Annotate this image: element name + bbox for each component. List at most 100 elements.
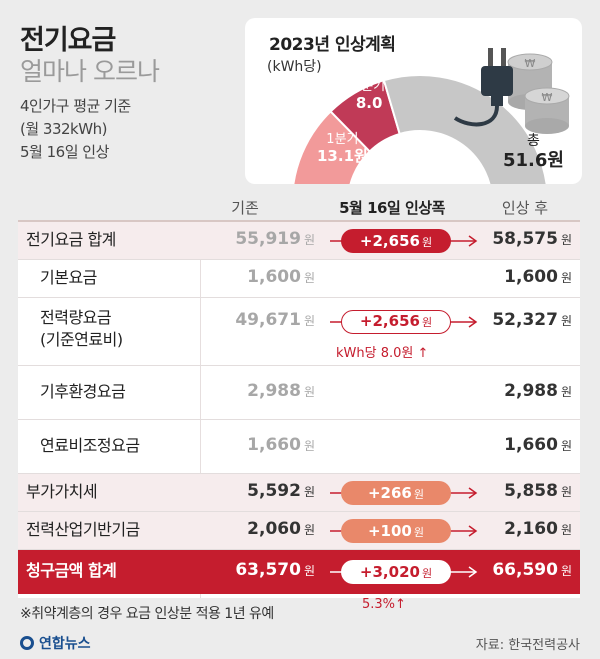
unit-label: 원 — [421, 567, 433, 580]
unit-label: 원 — [421, 236, 433, 249]
after-amount-value: 5,858 — [504, 481, 558, 501]
plan-title: 2023년 인상계획 — [269, 35, 396, 55]
q2-label: 2분기 — [353, 79, 386, 94]
total-value: 51.6원 — [503, 149, 564, 171]
unit-label: 원 — [303, 271, 315, 285]
yonhap-logo: 연합뉴스 — [20, 633, 91, 653]
unit-label: 원 — [303, 233, 315, 247]
increase-value: +100 — [367, 522, 412, 540]
base-amount: 2,988 원 — [247, 381, 315, 401]
row-label: 기본요금 — [40, 268, 97, 287]
total-increase-percent: 5.3%↑ — [362, 597, 406, 612]
unit-label: 원 — [560, 439, 572, 453]
column-header-after: 인상 후 — [501, 199, 549, 217]
column-header-increase: 5월 16일 인상폭 — [339, 199, 445, 217]
increase-pill: +2,656 원 — [341, 310, 451, 334]
after-amount-value: 1,600 — [504, 267, 558, 287]
unit-label: 원 — [413, 488, 424, 501]
base-amount: 1,660 원 — [247, 435, 315, 455]
after-amount-value: 58,575 — [492, 229, 558, 249]
unit-label: 원 — [421, 316, 433, 329]
unit-label: 원 — [560, 385, 572, 399]
increase-value: +2,656 — [359, 232, 420, 250]
logo-mark-icon — [20, 636, 34, 650]
q1-value: 13.1원 — [317, 146, 368, 165]
increase-pill: +3,020 원 — [341, 560, 451, 584]
after-amount-value: 2,988 — [504, 381, 558, 401]
base-amount-value: 2,988 — [247, 381, 301, 401]
increase-value: +266 — [367, 484, 412, 502]
after-amount-value: 2,160 — [504, 519, 558, 539]
rate-table: 전기요금 합계 55,919 원 58,575 원 +2,656 원 기본요금 1,600 원 1,… — [18, 220, 580, 598]
row-label: 전력산업기반기금 — [26, 520, 140, 539]
won-coin-stack-icon: ₩ ₩ — [507, 53, 570, 134]
table-row: 기후환경요금 2,988 원 2,988 원 — [18, 366, 580, 420]
logo-text: 연합뉴스 — [39, 636, 91, 652]
unit-label: 원 — [303, 385, 315, 399]
after-amount-value: 1,660 — [504, 435, 558, 455]
base-amount: 5,592 원 — [247, 481, 315, 501]
q2-value: 8.0 — [355, 93, 383, 112]
after-amount: 2,160 원 — [504, 519, 572, 539]
row-label: 기후환경요금 — [40, 382, 126, 401]
unit-label: 원 — [413, 526, 424, 539]
unit-label: 원 — [560, 485, 572, 499]
increase-pill: +100 원 — [341, 519, 451, 543]
base-amount-value: 2,060 — [247, 519, 301, 539]
table-row: 전력량요금 (기준연료비) 49,671 원 52,327 원 +2,656 원 kWh당 8.… — [18, 298, 580, 366]
unit-label: 원 — [303, 523, 315, 537]
unit-label: 원 — [560, 314, 572, 328]
unit-label: 원 — [560, 523, 572, 537]
table-row: 기본요금 1,600 원 1,600 원 — [18, 260, 580, 298]
page-subtitle: 얼마나 오르나 — [20, 57, 160, 86]
base-amount: 1,600 원 — [247, 267, 315, 287]
after-amount: 5,858 원 — [504, 481, 572, 501]
base-amount-value: 1,600 — [247, 267, 301, 287]
date-note: 5월 16일 인상 — [20, 143, 109, 161]
source-credit: 자료: 한국전력공사 — [475, 638, 580, 653]
row-label: 연료비조정요금 — [40, 436, 140, 455]
after-amount: 1,660 원 — [504, 435, 572, 455]
base-amount: 55,919 원 — [235, 229, 315, 249]
table-row: 전기요금 합계 55,919 원 58,575 원 +2,656 원 — [18, 222, 580, 260]
increase-value: +2,656 — [359, 312, 420, 330]
rate-plan-panel: ₩ ₩ 2023년 인상계획 (kWh당) 1분기 13.1원 2분기 8.0 … — [245, 18, 582, 184]
base-amount-value: 1,660 — [247, 435, 301, 455]
base-amount: 49,671 원 — [235, 310, 315, 330]
q1-segment-label: 1분기 13.1원 — [317, 132, 368, 165]
rate-plan-donut: ₩ ₩ — [292, 48, 570, 184]
after-amount: 2,988 원 — [504, 381, 572, 401]
base-amount-value: 49,671 — [235, 310, 301, 330]
table-row: 연료비조정요금 1,660 원 1,660 원 — [18, 420, 580, 474]
increase-pill: +266 원 — [341, 481, 451, 505]
page-title: 전기요금 — [20, 25, 116, 56]
unit-label: 원 — [303, 439, 315, 453]
row-label: 전력량요금 — [40, 308, 112, 327]
unit-label: 원 — [560, 564, 572, 578]
unit-label: 원 — [303, 564, 315, 578]
svg-text:₩: ₩ — [525, 57, 536, 70]
total-plan-label: 총 51.6원 — [503, 133, 564, 171]
after-amount-value: 52,327 — [492, 310, 558, 330]
q1-label: 1분기 — [326, 132, 359, 147]
total-label: 총 — [527, 133, 540, 149]
column-divider — [200, 222, 201, 598]
basis-note: 4인가구 평균 기준 — [20, 97, 131, 115]
unit-label: 원 — [560, 271, 572, 285]
after-amount-value: 66,590 — [492, 560, 558, 580]
row-label: 전기요금 합계 — [26, 230, 116, 249]
row-label-sub: (기준연료비) — [40, 330, 123, 349]
row-label: 청구금액 합계 — [26, 561, 117, 580]
base-amount-value: 5,592 — [247, 481, 301, 501]
increase-value: +3,020 — [359, 563, 420, 581]
usage-note: (월 332kWh) — [20, 120, 107, 138]
svg-text:₩: ₩ — [542, 91, 553, 104]
plan-unit: (kWh당) — [267, 59, 322, 75]
base-amount-value: 63,570 — [235, 560, 301, 580]
unit-increase-note: kWh당 8.0원 ↑ — [336, 346, 429, 361]
table-row: 청구금액 합계 63,570 원 66,590 원 +3,020 원 — [18, 550, 580, 594]
row-label: 부가가치세 — [26, 482, 98, 501]
unit-label: 원 — [303, 314, 315, 328]
increase-pill: +2,656 원 — [341, 229, 451, 253]
base-amount-value: 55,919 — [235, 229, 301, 249]
